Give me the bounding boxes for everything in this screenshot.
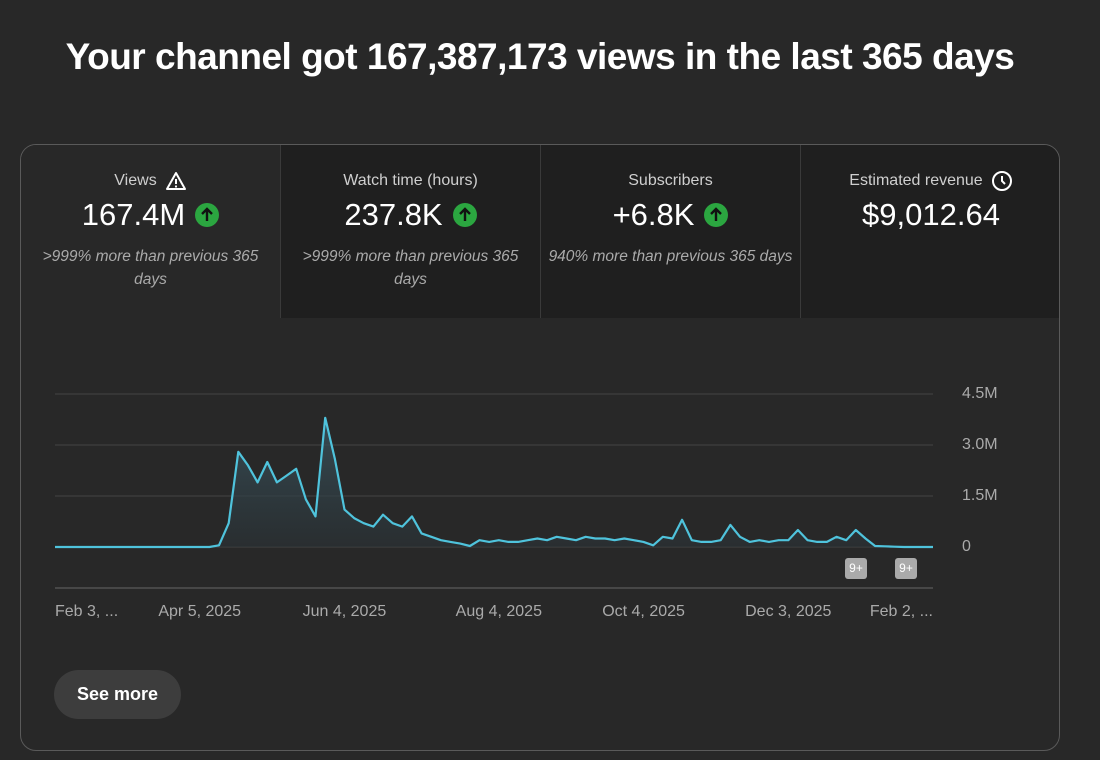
annotation-badge bbox=[895, 558, 917, 579]
y-tick-label: 4.5M bbox=[962, 385, 998, 402]
stat-value: $9,012.64 bbox=[862, 197, 1000, 232]
clock-icon bbox=[991, 171, 1012, 191]
y-tick-label: 3.0M bbox=[962, 436, 998, 453]
area bbox=[55, 417, 933, 547]
x-tick-label: Dec 3, 2025 bbox=[745, 603, 831, 620]
x-tick-label: Jun 4, 2025 bbox=[303, 603, 387, 620]
warning-icon bbox=[165, 172, 186, 190]
up-icon bbox=[452, 203, 477, 227]
stat-label: Views bbox=[114, 172, 157, 189]
stat-card[interactable]: Subscribers +6.8K 940% more than previou… bbox=[541, 145, 801, 318]
annotation-label: 9+ bbox=[849, 561, 863, 575]
stat-note: >999% more than previous 365 days bbox=[42, 248, 259, 288]
stat-value: 237.8K bbox=[344, 197, 443, 232]
page-title: Your channel got 167,387,173 views in th… bbox=[65, 36, 1015, 77]
see-more-button[interactable]: See more bbox=[54, 670, 181, 719]
stat-note: >999% more than previous 365 days bbox=[302, 248, 519, 288]
stat-label: Watch time (hours) bbox=[343, 172, 478, 189]
stat-value: 167.4M bbox=[81, 197, 186, 232]
up-icon bbox=[195, 203, 220, 227]
chart: 0 1.5M 3.0M 4.5M Feb 3, ... Apr 5, 2025 Jun 4,… bbox=[55, 385, 998, 620]
analytics-card: Views 167.4M >999% more than previous 36… bbox=[20, 144, 1060, 751]
x-tick-label: Apr 5, 2025 bbox=[158, 603, 241, 620]
annotation-badge bbox=[845, 558, 867, 579]
y-tick-label: 0 bbox=[962, 538, 971, 555]
stat-card[interactable]: Estimated revenue $9,012.64 bbox=[801, 145, 1059, 318]
line bbox=[55, 416, 933, 549]
up-icon bbox=[704, 203, 729, 227]
x-tick-label: Feb 2, ... bbox=[870, 603, 933, 620]
stat-note: 940% more than previous 365 days bbox=[548, 248, 793, 265]
x-tick-label: Aug 4, 2025 bbox=[456, 603, 542, 620]
stat-value: +6.8K bbox=[612, 197, 695, 232]
stat-label: Subscribers bbox=[628, 172, 713, 189]
x-tick-label: Oct 4, 2025 bbox=[602, 603, 685, 620]
stat-label: Estimated revenue bbox=[849, 172, 983, 189]
y-tick-label: 1.5M bbox=[962, 487, 998, 504]
stat-card[interactable]: Views 167.4M >999% more than previous 36… bbox=[21, 145, 281, 318]
annotation-label: 9+ bbox=[899, 561, 913, 575]
x-tick-label: Feb 3, ... bbox=[55, 603, 118, 620]
stat-card[interactable]: Watch time (hours) 237.8K >999% more tha… bbox=[281, 145, 541, 318]
